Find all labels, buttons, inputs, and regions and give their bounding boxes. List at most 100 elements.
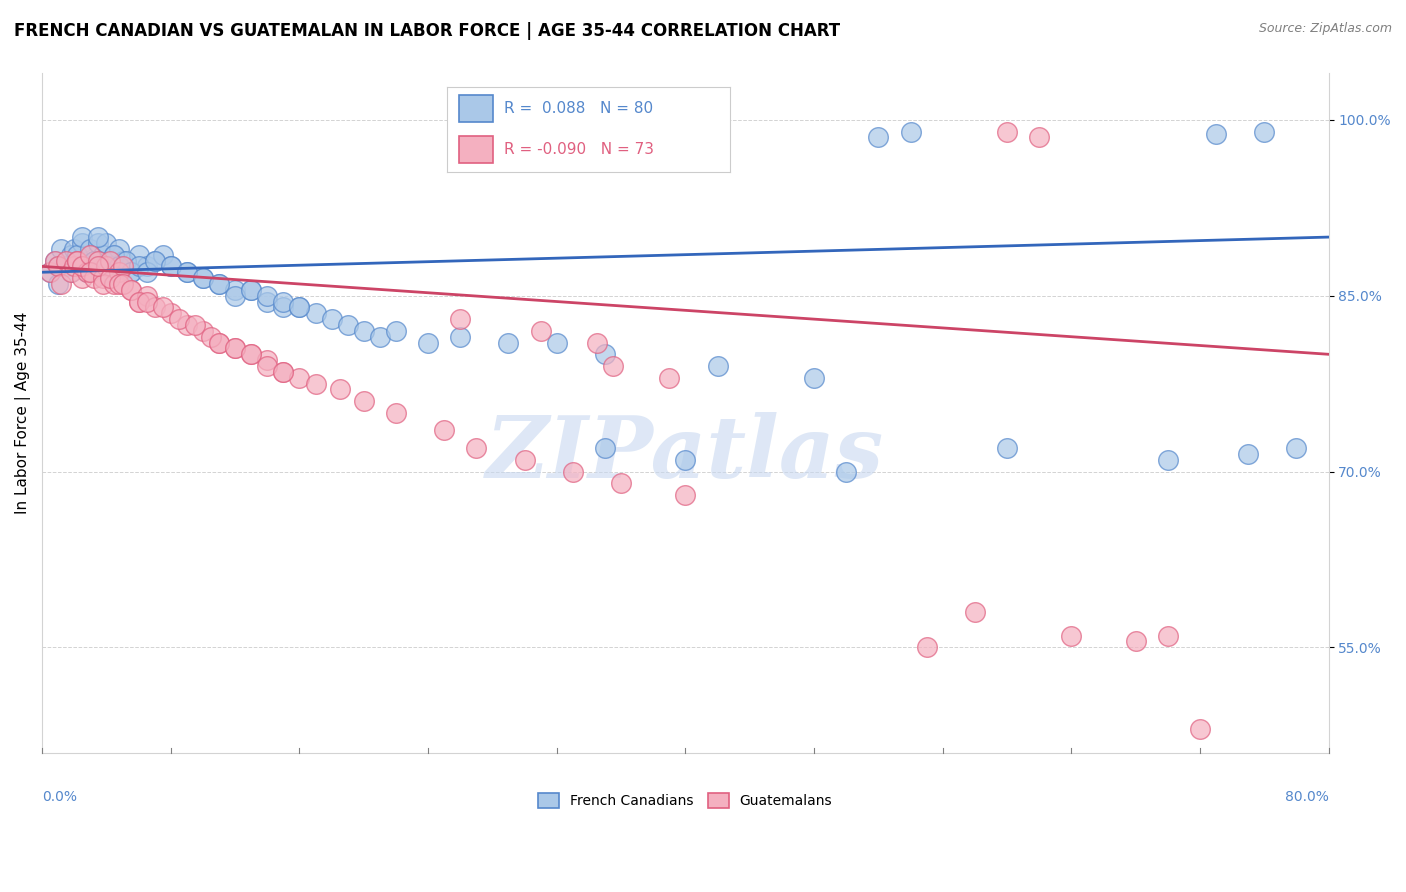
Point (159, 260, 181, 274)
Point (87, 253, 110, 268)
Point (143, 253, 166, 268)
Point (63, 242, 86, 256)
Point (593, 441, 616, 455)
Point (103, 277, 125, 291)
Point (135, 294, 157, 309)
Point (76, 265, 98, 279)
Point (60, 265, 83, 279)
Point (111, 253, 134, 268)
Point (240, 347, 263, 361)
Point (135, 265, 157, 279)
Point (513, 115, 536, 129)
Point (51, 242, 73, 256)
Point (643, 122, 665, 136)
Point (159, 260, 181, 274)
Point (46, 260, 69, 274)
Point (44, 253, 66, 268)
Point (416, 335, 439, 350)
Point (835, 465, 858, 479)
Point (39, 265, 62, 279)
Point (610, 119, 633, 133)
Point (103, 247, 125, 261)
Text: ZIPatlas: ZIPatlas (486, 412, 884, 495)
Point (610, 476, 633, 491)
Point (368, 329, 391, 343)
Point (200, 329, 222, 343)
Point (329, 383, 352, 397)
Point (868, 130, 890, 145)
Point (256, 353, 278, 368)
Point (91, 247, 114, 261)
Text: FRENCH CANADIAN VS GUATEMALAN IN LABOR FORCE | AGE 35-44 CORRELATION CHART: FRENCH CANADIAN VS GUATEMALAN IN LABOR F… (14, 22, 841, 40)
Point (98, 260, 121, 274)
Point (1060, 629, 1083, 643)
Point (191, 324, 214, 338)
Point (900, 125, 922, 139)
Point (79, 265, 101, 279)
Point (135, 260, 157, 274)
Point (108, 277, 131, 291)
Point (87, 230, 110, 244)
Point (465, 441, 488, 455)
Point (513, 452, 536, 467)
Point (63, 260, 86, 274)
Point (108, 242, 131, 256)
Point (76, 265, 98, 279)
Point (304, 306, 326, 320)
Point (530, 324, 553, 338)
Point (1157, 629, 1180, 643)
Point (208, 335, 231, 350)
Point (176, 318, 198, 332)
Point (152, 247, 174, 261)
Point (498, 335, 520, 350)
Point (673, 452, 696, 467)
Point (108, 265, 131, 279)
Point (120, 283, 142, 297)
Point (304, 376, 326, 391)
Point (240, 283, 263, 297)
Point (554, 125, 576, 139)
Point (240, 347, 263, 361)
Point (143, 301, 166, 315)
Point (96, 260, 118, 274)
Point (79, 260, 101, 274)
Point (66, 247, 89, 261)
Point (1237, 447, 1260, 461)
Point (666, 125, 689, 139)
Point (224, 283, 246, 297)
Point (72, 235, 94, 250)
Point (98, 265, 121, 279)
Point (256, 288, 278, 302)
Point (91, 271, 114, 285)
Point (51, 277, 73, 291)
Point (224, 342, 246, 356)
Point (273, 294, 295, 309)
Point (433, 424, 456, 438)
Point (152, 301, 174, 315)
Point (288, 301, 311, 315)
Point (1125, 634, 1147, 648)
Point (995, 441, 1018, 455)
Point (87, 260, 110, 274)
Point (66, 253, 89, 268)
Point (706, 359, 728, 373)
Point (176, 265, 198, 279)
Point (208, 335, 231, 350)
Point (143, 253, 166, 268)
Point (114, 253, 136, 268)
Point (55, 253, 77, 268)
Point (546, 119, 568, 133)
Point (321, 312, 343, 326)
Text: 0.0%: 0.0% (42, 790, 77, 805)
Point (66, 253, 89, 268)
Point (96, 235, 118, 250)
Point (1188, 723, 1211, 737)
Point (593, 115, 616, 129)
Point (995, 125, 1018, 139)
Point (449, 312, 471, 326)
Point (46, 260, 69, 274)
Point (91, 277, 114, 291)
Point (208, 277, 231, 291)
Point (658, 370, 681, 384)
Point (55, 260, 77, 274)
